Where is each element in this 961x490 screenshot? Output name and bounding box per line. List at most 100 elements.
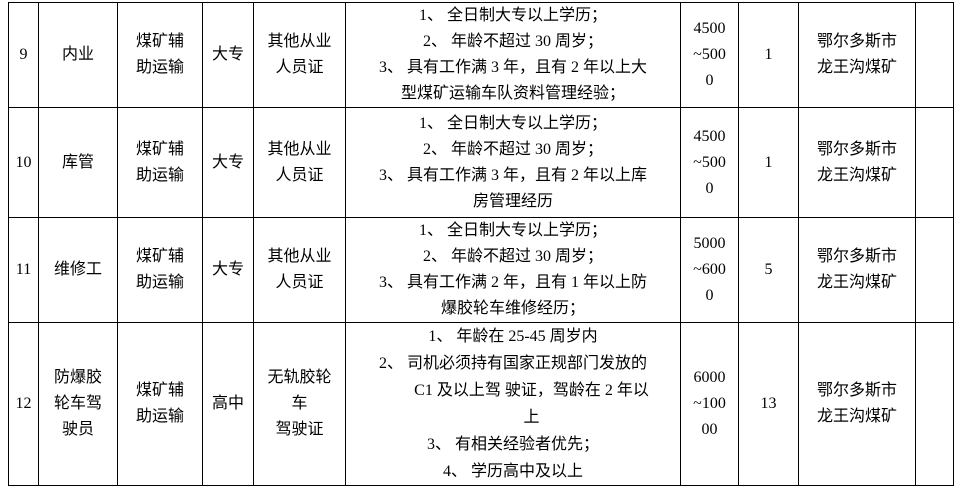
job-table-body: 9 内业 煤矿辅 助运输 大专 其他从业 人员证 1、 全日制大专以上学历； 2、 年龄不超过 … — [8, 2, 954, 486]
education-cell: 大专 — [202, 217, 254, 323]
job-title-text: 轮车驾 — [53, 395, 102, 412]
requirement-line: 4、 学历高中及以上 — [442, 463, 583, 480]
headcount-text: 1 — [764, 153, 773, 171]
requirement-line: 1、 全日制大专以上学历； — [418, 114, 607, 132]
education-text: 大专 — [211, 261, 244, 278]
job-title-cell: 维修工 — [38, 217, 118, 323]
location-text: 龙王沟煤矿 — [816, 408, 897, 425]
certificate-cell: 其他从业 人员证 — [253, 2, 346, 108]
note-cell — [915, 322, 954, 486]
location-text: 鄂尔多斯市 — [816, 382, 897, 399]
headcount-cell: 1 — [738, 2, 799, 108]
location-text: 鄂尔多斯市 — [816, 33, 897, 50]
location-text: 龙王沟煤矿 — [816, 166, 897, 184]
department-text: 助运输 — [135, 274, 184, 291]
table-row-12: 12 防爆胶 轮车驾 驶员 煤矿辅 助运输 高中 无轨胶轮车驾驶证 1、 年龄在 25-45 周… — [8, 322, 954, 486]
salary-range-text: 00 — [701, 421, 718, 438]
education-text: 大专 — [211, 46, 244, 63]
certificate-text: 车 — [291, 395, 308, 412]
department-text: 煤矿辅 — [135, 382, 184, 399]
job-title-text: 维修工 — [53, 261, 102, 278]
requirement-line: 3、 具有工作满 2 年，且有 1 年以上防 — [378, 274, 647, 291]
requirement-line: 1、 全日制大专以上学历； — [418, 7, 607, 24]
education-text: 大专 — [211, 153, 244, 171]
job-title-cell: 内业 — [38, 2, 118, 108]
row-number-cell: 11 — [8, 217, 39, 323]
salary-range-text: 6000 — [693, 369, 726, 386]
department-text: 助运输 — [135, 59, 184, 76]
requirements-cell: 1、 全日制大专以上学历； 2、 年龄不超过 30 周岁； 3、 具有工作满 3 年… — [345, 107, 681, 218]
education-cell: 高中 — [202, 322, 254, 486]
certificate-cell: 其他从业 人员证 — [253, 107, 346, 218]
department-cell: 煤矿辅 助运输 — [117, 2, 203, 108]
salary-range-text: 5000 — [693, 235, 726, 252]
certificate-text: 其他从业 — [267, 248, 332, 265]
requirement-line: 2、 年龄不超过 30 周岁； — [422, 33, 603, 50]
requirement-line: 型煤矿运输车队资料管理经验； — [400, 85, 625, 102]
salary-range-text: 0 — [705, 179, 714, 197]
education-cell: 大专 — [202, 107, 254, 218]
certificate-text: 人员证 — [275, 166, 324, 184]
salary-range-cell: 6000 ~100 00 — [680, 322, 739, 486]
row-number-cell: 12 — [8, 322, 39, 486]
requirement-line: 2、 司机必须持有国家正规部门发放的 — [378, 355, 647, 372]
requirement-line: 爆胶轮车维修经历； — [440, 300, 585, 317]
education-text: 高中 — [211, 395, 244, 412]
table-row-9: 9 内业 煤矿辅 助运输 大专 其他从业 人员证 1、 全日制大专以上学历； 2、 年龄不超过 … — [8, 2, 954, 108]
certificate-text: 人员证 — [275, 59, 324, 76]
job-title-text: 库管 — [61, 153, 94, 171]
certificate-text: 人员证 — [275, 274, 324, 291]
headcount-cell: 1 — [738, 107, 799, 218]
headcount-text: 1 — [764, 46, 773, 63]
row-number-text: 11 — [15, 261, 32, 278]
job-title-text: 内业 — [61, 46, 94, 63]
education-cell: 大专 — [202, 2, 254, 108]
department-text: 助运输 — [135, 408, 184, 425]
job-title-cell: 防爆胶 轮车驾 驶员 — [38, 322, 118, 486]
requirement-line: 房管理经历 — [472, 192, 553, 210]
requirements-cell: 1、 年龄在 25-45 周岁内 2、 司机必须持有国家正规部门发放的 C1 及以上… — [345, 322, 681, 486]
headcount-text: 13 — [760, 395, 777, 412]
certificate-text: 其他从业 — [267, 140, 332, 158]
salary-range-text: ~500 — [693, 46, 726, 63]
requirements-cell: 1、 全日制大专以上学历； 2、 年龄不超过 30 周岁； 3、 具有工作满 3 年… — [345, 2, 681, 108]
row-number-cell: 9 — [8, 2, 39, 108]
salary-range-text: ~100 — [693, 395, 726, 412]
location-cell: 鄂尔多斯市 龙王沟煤矿 — [798, 217, 916, 323]
job-title-cell: 库管 — [38, 107, 118, 218]
requirement-line: 上 — [523, 409, 540, 426]
salary-range-text: 4500 — [693, 20, 726, 37]
department-cell: 煤矿辅 助运输 — [117, 322, 203, 486]
salary-range-text: ~600 — [693, 261, 726, 278]
certificate-text: 其他从业 — [267, 33, 332, 50]
certificate-text: 驾驶证 — [275, 421, 324, 438]
location-cell: 鄂尔多斯市龙王沟煤矿 — [798, 107, 916, 218]
requirement-line: 2、 年龄不超过 30 周岁； — [422, 248, 603, 265]
department-text: 煤矿辅 — [135, 140, 184, 158]
department-text: 助运输 — [135, 166, 184, 184]
job-title-text: 驶员 — [61, 421, 94, 438]
requirement-line: C1 及以上驾 驶证，驾龄在 2 年以 — [414, 382, 649, 399]
location-text: 鄂尔多斯市 — [816, 140, 897, 158]
location-cell: 鄂尔多斯市龙王沟煤矿 — [798, 322, 916, 486]
table-row-11: 11 维修工 煤矿辅 助运输 大专 其他从业 人员证 1、 全日制大专以上学历； 2、 年龄不超… — [8, 217, 954, 323]
requirements-cell: 1、 全日制大专以上学历； 2、 年龄不超过 30 周岁； 3、 具有工作满 2 年… — [345, 217, 681, 323]
job-table: 9 内业 煤矿辅 助运输 大专 其他从业 人员证 1、 全日制大专以上学历； 2、 年龄不超过 … — [8, 2, 954, 486]
requirement-line: 3、 具有工作满 3 年，且有 2 年以上库 — [378, 166, 647, 184]
location-text: 龙王沟煤矿 — [816, 59, 897, 76]
requirement-line: 3、 有相关经验者优先； — [426, 436, 599, 453]
row-number-text: 12 — [15, 395, 32, 412]
location-cell: 鄂尔多斯市龙王沟煤矿 — [798, 2, 916, 108]
certificate-cell: 无轨胶轮车驾驶证 — [253, 322, 346, 486]
certificate-cell: 其他从业 人员证 — [253, 217, 346, 323]
requirement-line: 1、 年龄在 25-45 周岁内 — [428, 328, 598, 345]
salary-range-text: 0 — [705, 287, 714, 304]
salary-range-text: 0 — [705, 72, 714, 89]
department-cell: 煤矿辅 助运输 — [117, 217, 203, 323]
row-number-cell: 10 — [8, 107, 39, 218]
salary-range-text: ~500 — [693, 153, 726, 171]
requirement-line: 2、 年龄不超过 30 周岁； — [422, 140, 603, 158]
headcount-text: 5 — [764, 261, 773, 278]
department-text: 煤矿辅 — [135, 248, 184, 265]
